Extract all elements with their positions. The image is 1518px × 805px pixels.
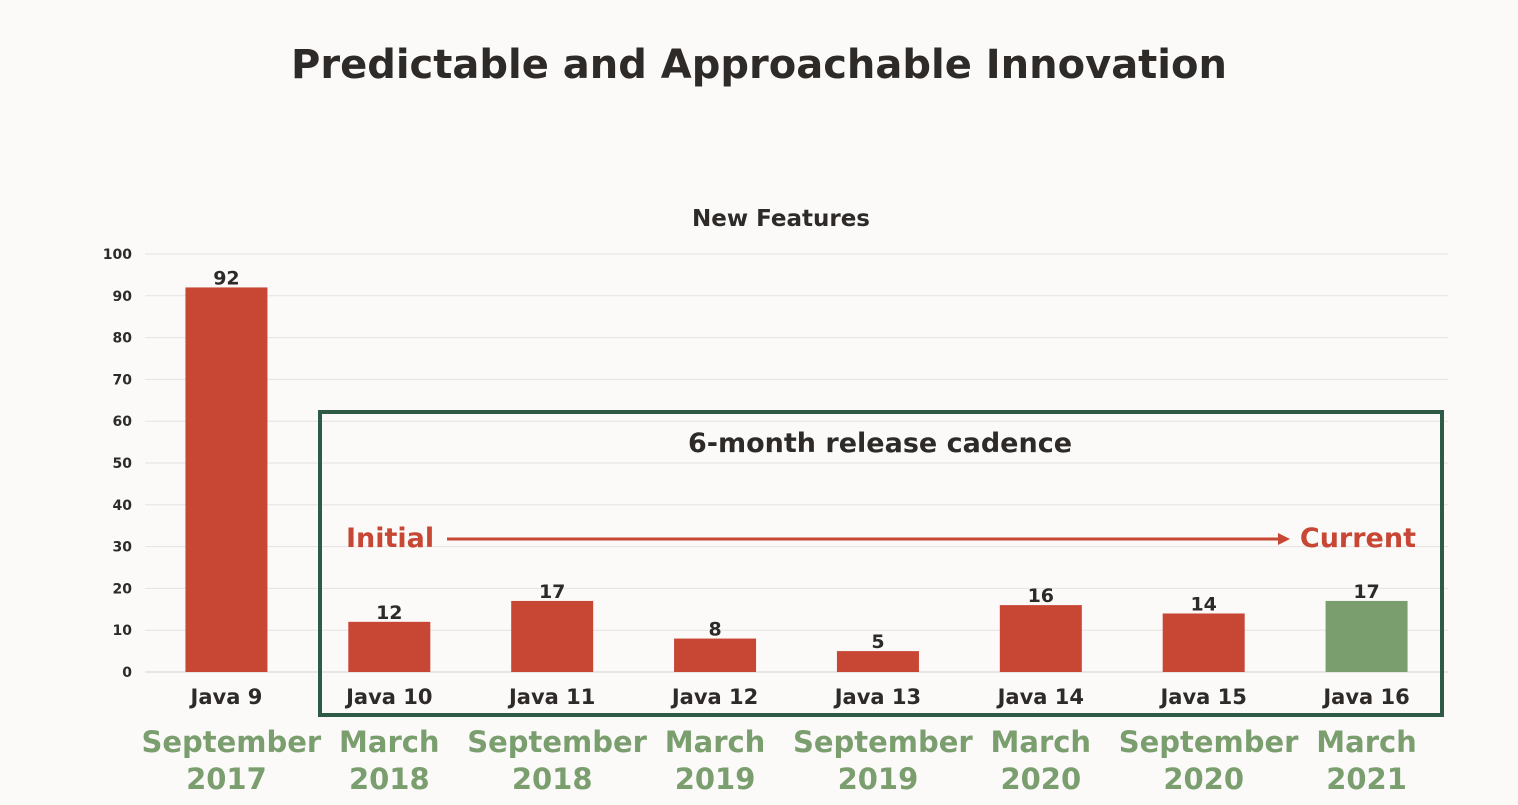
release-month: March xyxy=(1316,725,1417,759)
x-tick-label: Java 13 xyxy=(833,685,921,709)
release-year: 2021 xyxy=(1326,762,1407,796)
release-date-label: March 2020 xyxy=(956,724,1126,798)
release-month: March xyxy=(990,725,1092,759)
x-tick-label: Java 10 xyxy=(344,685,432,709)
release-date-label: September 2017 xyxy=(141,724,322,798)
data-label: 92 xyxy=(213,267,239,289)
y-tick-label: 40 xyxy=(113,498,133,514)
y-tick-label: 30 xyxy=(113,540,133,556)
chart-title: New Features xyxy=(692,206,870,232)
cadence-label: 6-month release cadence xyxy=(688,428,1072,459)
release-date-label: September 2020 xyxy=(1118,724,1299,798)
y-tick-label: 60 xyxy=(113,414,133,430)
release-date-label: September 2019 xyxy=(792,724,973,798)
y-tick-label: 0 xyxy=(122,665,132,681)
release-year: 2020 xyxy=(1163,762,1245,796)
release-date-label: March 2021 xyxy=(1282,724,1452,798)
data-label: 16 xyxy=(1028,585,1054,607)
cadence-box xyxy=(318,410,1444,717)
data-label: 17 xyxy=(1353,581,1379,603)
data-label: 8 xyxy=(708,619,721,641)
x-tick-label: Java 9 xyxy=(189,685,263,709)
release-month: September xyxy=(792,725,973,759)
x-tick-label: Java 11 xyxy=(507,685,595,709)
release-month: March xyxy=(664,725,766,759)
release-year: 2019 xyxy=(837,762,919,796)
y-tick-label: 70 xyxy=(113,372,133,388)
data-label: 5 xyxy=(871,631,884,653)
y-tick-label: 10 xyxy=(113,623,133,639)
x-tick-label: Java 15 xyxy=(1158,685,1246,709)
release-date-label: September 2018 xyxy=(467,724,647,798)
data-label: 17 xyxy=(539,581,565,603)
release-year: 2018 xyxy=(348,762,430,796)
release-year: 2019 xyxy=(674,762,756,796)
y-tick-label: 80 xyxy=(113,331,133,347)
data-label: 14 xyxy=(1190,593,1216,615)
release-month: September xyxy=(1118,725,1299,759)
arrow-head-icon xyxy=(1278,533,1290,545)
data-label: 12 xyxy=(376,602,402,624)
x-tick-label: Java 16 xyxy=(1321,685,1409,709)
page-title: Predictable and Approachable Innovation xyxy=(291,42,1227,88)
y-tick-label: 100 xyxy=(103,247,132,263)
bar xyxy=(348,621,431,672)
bar xyxy=(836,651,919,672)
y-tick-label: 20 xyxy=(113,581,133,597)
bar xyxy=(511,600,594,672)
bar xyxy=(674,638,757,672)
x-tick-label: Java 14 xyxy=(996,685,1084,709)
release-date-label: March 2019 xyxy=(630,724,800,798)
release-month: September xyxy=(467,725,647,759)
initial-label: Initial xyxy=(346,523,434,554)
release-year: 2017 xyxy=(186,762,267,796)
release-month: March xyxy=(339,725,440,759)
bar xyxy=(999,605,1082,672)
bar xyxy=(185,287,268,672)
release-date-label: March 2018 xyxy=(304,724,474,798)
x-tick-label: Java 12 xyxy=(670,685,758,709)
bar xyxy=(1162,613,1245,672)
release-year: 2020 xyxy=(1000,762,1082,796)
bar xyxy=(1325,600,1408,672)
y-tick-label: 50 xyxy=(113,456,133,472)
release-year: 2018 xyxy=(511,762,593,796)
current-label: Current xyxy=(1300,523,1416,554)
release-month: September xyxy=(141,725,322,759)
y-tick-label: 90 xyxy=(113,289,133,305)
